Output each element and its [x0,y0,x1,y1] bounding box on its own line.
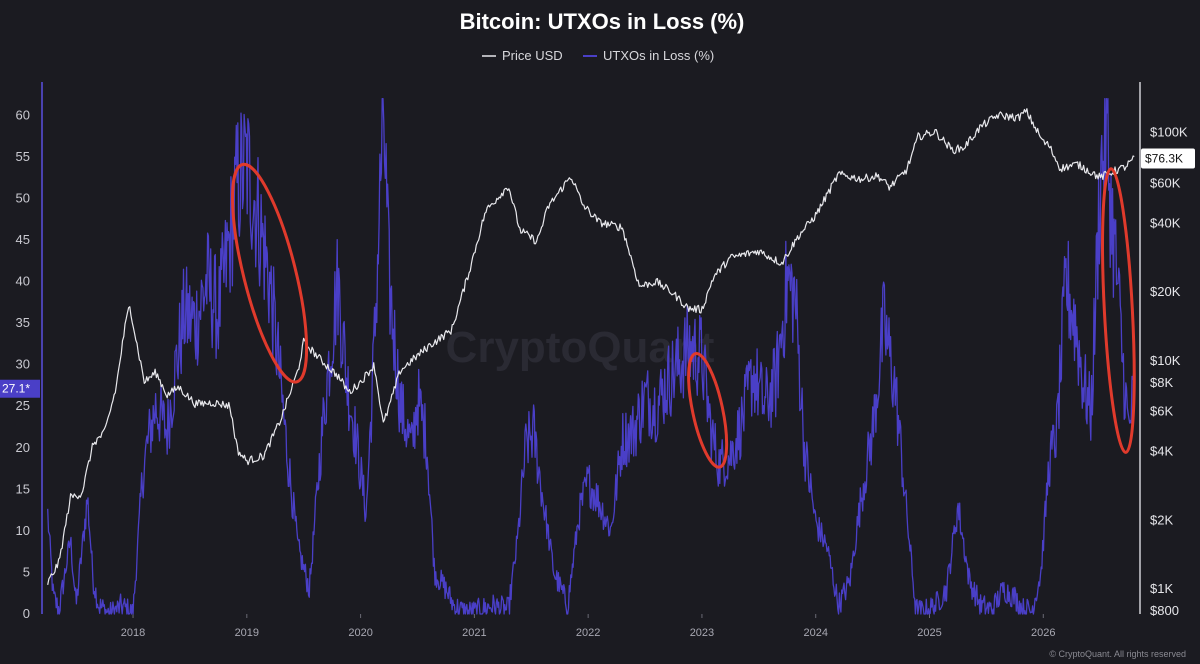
x-tick-label: 2018 [121,627,145,639]
series-utxo-line [47,97,1135,615]
right-axis-ticks: $800 $1K $2K $4K $6K $8K $10K $20K $40K $60K $100K [1150,125,1188,619]
highlight-ellipse [687,352,729,469]
left-current-badge: 27.1* [0,379,40,398]
right-tick-label: $100K [1150,125,1188,140]
left-tick-label: 10 [16,523,30,538]
right-tick-label: $4K [1150,444,1173,459]
left-tick-label: 5 [23,564,30,579]
left-axis-ticks: 0 5 10 15 20 25 30 35 40 45 50 55 60 [16,107,30,621]
right-tick-label: $2K [1150,512,1173,527]
right-tick-label: $60K [1150,175,1181,190]
right-tick-label: $8K [1150,375,1173,390]
right-tick-label: $6K [1150,403,1173,418]
x-tick-label: 2026 [1031,627,1055,639]
right-tick-label: $10K [1150,353,1181,368]
right-tick-label: $1K [1150,581,1173,596]
left-tick-label: 40 [16,274,30,289]
chart-title: Bitcoin: UTXOs in Loss (%) [460,9,745,34]
x-tick-label: 2019 [235,627,259,639]
x-tick-label: 2021 [462,627,486,639]
series-layer [47,97,1135,615]
right-current-value: $76.3K [1145,151,1183,165]
x-axis-ticks: 2018 2019 2020 2021 2022 2023 2024 2025 2026 [121,614,1056,639]
left-tick-label: 45 [16,232,30,247]
left-tick-label: 30 [16,357,30,372]
left-tick-label: 20 [16,440,30,455]
highlight-layer [231,162,1136,469]
watermark: CryptoQuant [446,323,715,372]
left-tick-label: 25 [16,398,30,413]
copyright: © CryptoQuant. All rights reserved [1049,649,1186,659]
x-tick-label: 2023 [690,627,714,639]
x-tick-label: 2025 [917,627,941,639]
left-tick-label: 60 [16,107,30,122]
left-tick-label: 50 [16,190,30,205]
left-tick-label: 35 [16,315,30,330]
left-current-value: 27.1* [2,382,30,396]
right-tick-label: $40K [1150,215,1181,230]
left-tick-label: 0 [23,606,30,621]
right-tick-label: $800 [1150,603,1179,618]
x-tick-label: 2022 [576,627,600,639]
highlight-ellipse [1101,167,1136,454]
legend-utxo-label[interactable]: UTXOs in Loss (%) [603,48,714,63]
right-tick-label: $20K [1150,284,1181,299]
highlight-ellipse [231,162,309,384]
x-tick-label: 2024 [803,627,827,639]
left-tick-label: 15 [16,481,30,496]
x-tick-label: 2020 [348,627,372,639]
legend[interactable]: Price USD UTXOs in Loss (%) [482,48,714,63]
left-tick-label: 55 [16,149,30,164]
legend-price-label[interactable]: Price USD [502,48,563,63]
series-price-line [47,108,1135,586]
right-current-badge: $76.3K [1141,148,1195,169]
